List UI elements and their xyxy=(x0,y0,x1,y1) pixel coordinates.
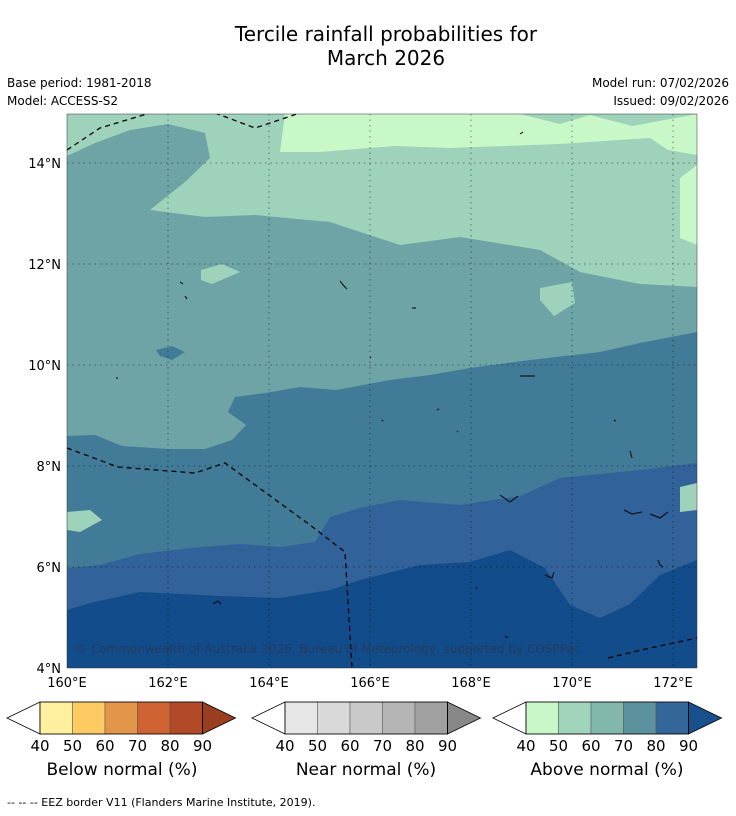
legend-colorbars: 40 50 60 70 80 90 40 50 60 70 80 90 40 50 60 70 80 90 xyxy=(6,701,723,755)
lat-tick-label: 14°N xyxy=(28,157,61,172)
legend-swatch xyxy=(104,701,138,735)
legend-outline xyxy=(284,701,448,735)
legend-tick-label: 50 xyxy=(549,737,568,755)
legend-arrow-low xyxy=(492,701,527,735)
lat-tick-label: 10°N xyxy=(28,359,61,374)
legend-swatch xyxy=(382,701,416,735)
lat-tick-label: 12°N xyxy=(28,258,61,273)
band-40-50 xyxy=(280,114,697,245)
probability-map: © Commonwealth of Australia 2026, Bureau… xyxy=(67,114,697,668)
legend-swatch xyxy=(623,701,657,735)
band-50-60-patch xyxy=(201,264,240,284)
legend-tick-label: 80 xyxy=(160,737,179,755)
lon-tick-label: 166°E xyxy=(350,676,390,691)
legend-swatch xyxy=(72,701,106,735)
legend-tick-label: 70 xyxy=(614,737,633,755)
legend-title-near: Near normal (%) xyxy=(295,760,437,780)
legend-tick-label: 60 xyxy=(340,737,359,755)
legend-colorbar: 40 50 60 70 80 90 xyxy=(6,701,237,755)
legend-colorbar: 40 50 60 70 80 90 xyxy=(251,701,482,755)
legend-tick-label: 60 xyxy=(581,737,600,755)
legend-tick-label: 90 xyxy=(438,737,457,755)
legend-swatch xyxy=(284,701,318,735)
meta-right: Model run: 07/02/2026 Issued: 09/02/2026 xyxy=(592,74,729,110)
band-80-90-bottom xyxy=(67,637,697,668)
band-70-75-patch xyxy=(156,346,185,360)
legend-swatch xyxy=(655,701,689,735)
legend-outline xyxy=(525,701,689,735)
legend-tick-label: 80 xyxy=(405,737,424,755)
issued-date: Issued: 09/02/2026 xyxy=(613,94,729,108)
legend-tick-label: 40 xyxy=(275,737,294,755)
copyright-notice: © Commonwealth of Australia 2026, Bureau… xyxy=(75,642,580,656)
graticule xyxy=(67,114,697,668)
eez-borders xyxy=(67,114,697,668)
lon-tick-label: 164°E xyxy=(249,676,289,691)
legend-swatch xyxy=(414,701,448,735)
legend-arrow-low xyxy=(251,701,286,735)
model-name: Model: ACCESS-S2 xyxy=(7,94,119,108)
legend-swatch xyxy=(558,701,592,735)
longitude-axis: 160°E 162°E 164°E 166°E 168°E 170°E 172°E xyxy=(47,676,693,691)
chart-title: Tercile rainfall probabilities for March… xyxy=(0,22,736,70)
legend-tick-label: 90 xyxy=(193,737,212,755)
band-80-90 xyxy=(67,550,697,668)
legend-arrow-low xyxy=(6,701,41,735)
legend-arrow-high xyxy=(688,701,723,735)
model-run: Model run: 07/02/2026 xyxy=(591,76,729,90)
legend-swatch xyxy=(317,701,351,735)
legend-tick-label: 90 xyxy=(679,737,698,755)
islands xyxy=(116,131,669,639)
legend-title-below: Below normal (%) xyxy=(46,760,198,780)
legend-tick-label: 50 xyxy=(63,737,82,755)
legend-arrow-high xyxy=(202,701,237,735)
lon-tick-label: 162°E xyxy=(148,676,188,691)
band-50-60-patch xyxy=(67,510,102,532)
title-line-2: March 2026 xyxy=(326,46,446,70)
legend-outline xyxy=(39,701,203,735)
legend-tick-label: 40 xyxy=(30,737,49,755)
meta-left: Base period: 1981-2018 Model: ACCESS-S2 xyxy=(7,74,152,110)
map-frame xyxy=(66,113,698,669)
legend-title-above: Above normal (%) xyxy=(530,760,684,780)
legend-tick-label: 50 xyxy=(308,737,327,755)
legend-colorbar: 40 50 60 70 80 90 xyxy=(492,701,723,755)
lon-tick-label: 170°E xyxy=(552,676,592,691)
legend-swatch xyxy=(349,701,383,735)
legend-swatch xyxy=(137,701,171,735)
band-50-60-patch xyxy=(540,282,575,316)
title-line-1: Tercile rainfall probabilities for xyxy=(234,22,538,46)
lat-tick-label: 8°N xyxy=(37,460,62,475)
legend-swatch xyxy=(525,701,559,735)
legend-swatch xyxy=(169,701,203,735)
lon-tick-label: 160°E xyxy=(47,676,87,691)
legend-arrow-high xyxy=(447,701,482,735)
base-period: Base period: 1981-2018 xyxy=(7,76,152,90)
lon-tick-label: 168°E xyxy=(451,676,491,691)
legend-tick-label: 70 xyxy=(373,737,392,755)
lat-tick-label: 4°N xyxy=(37,662,62,677)
footer-note: -- -- -- EEZ border V11 (Flanders Marine… xyxy=(7,796,316,809)
latitude-axis: 14°N 12°N 10°N 8°N 6°N 4°N xyxy=(28,157,61,677)
legend-tick-label: 40 xyxy=(516,737,535,755)
band-50-60-patch xyxy=(680,483,697,512)
legend-tick-label: 60 xyxy=(95,737,114,755)
legend-tick-label: 80 xyxy=(646,737,665,755)
band-50-60 xyxy=(67,114,697,287)
lon-tick-label: 172°E xyxy=(653,676,693,691)
legend-tick-label: 70 xyxy=(128,737,147,755)
legend-swatch xyxy=(39,701,73,735)
legend-swatch xyxy=(590,701,624,735)
lat-tick-label: 6°N xyxy=(37,561,62,576)
